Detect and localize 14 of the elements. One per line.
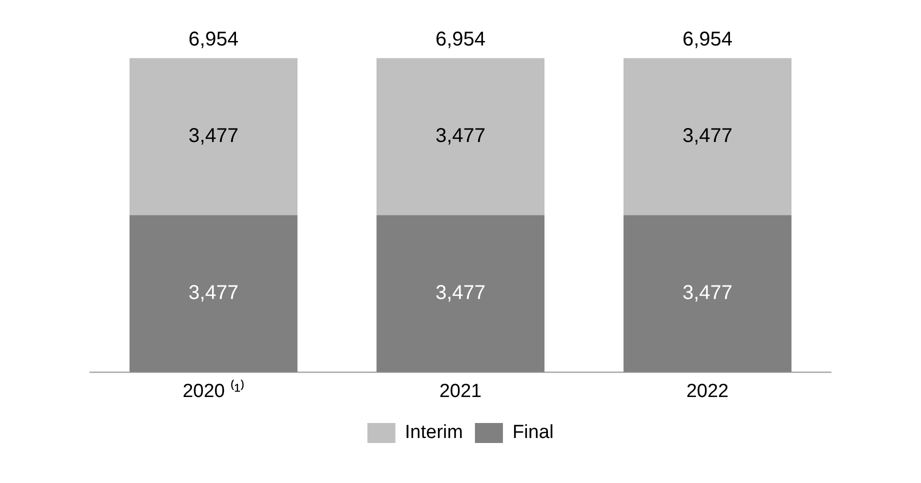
x-tick-label: 2022 xyxy=(686,380,729,402)
data-label: 3,477 xyxy=(682,282,733,304)
legend-label: Interim xyxy=(404,422,463,444)
total-label: 6,954 xyxy=(435,28,486,51)
total-label: 6,954 xyxy=(682,28,733,51)
legend-label: Final xyxy=(512,422,554,444)
total-label: 6,954 xyxy=(188,28,239,51)
data-label: 3,477 xyxy=(188,282,239,304)
x-tick-label: 2021 xyxy=(439,380,482,402)
x-tick-label: 2020 ⁽¹⁾ xyxy=(182,378,244,402)
data-label: 3,477 xyxy=(435,282,486,304)
data-label: 3,477 xyxy=(682,125,733,148)
data-label: 3,477 xyxy=(188,125,239,148)
data-label: 3,477 xyxy=(435,125,486,148)
